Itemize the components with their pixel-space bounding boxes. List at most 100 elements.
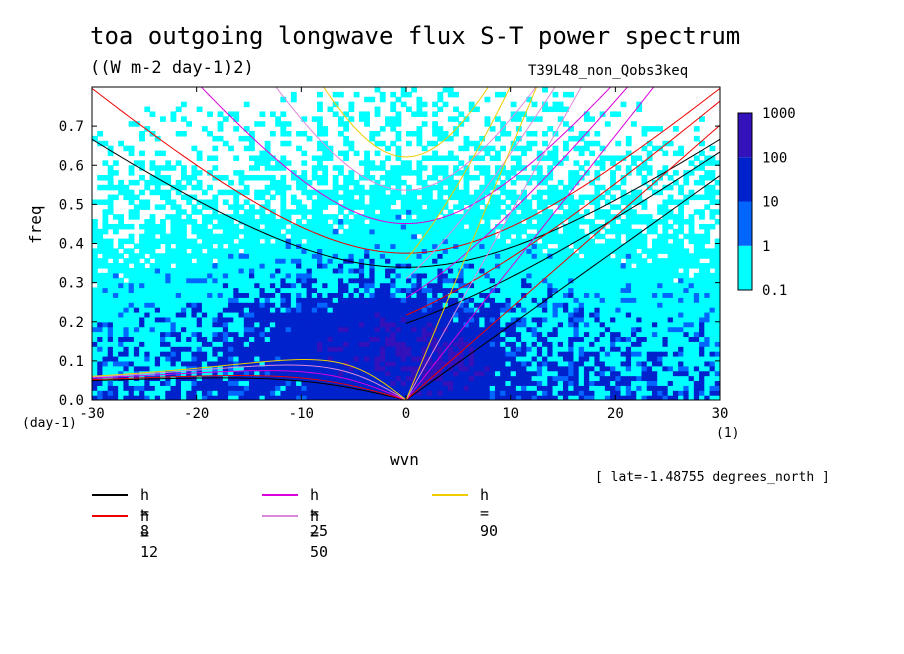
field-cell [547,233,554,240]
field-cell [463,336,470,342]
field-cell [144,238,151,245]
field-cell [249,219,255,225]
field-cell [463,209,470,215]
field-cell [249,380,255,386]
field-cell [343,214,350,220]
field-cell [542,233,548,240]
field-cell [311,307,318,313]
field-cell [589,263,595,269]
field-cell [296,297,302,303]
field-cell [667,355,674,362]
field-cell [521,214,527,220]
field-cell [306,292,313,298]
field-cell [107,223,114,230]
field-cell [228,365,234,372]
field-cell [395,238,402,245]
field-cell [615,243,622,249]
field-cell [646,375,653,382]
field-cell [599,385,606,391]
field-cell [275,272,281,279]
field-cell [149,219,156,225]
field-cell [426,204,433,210]
field-cell [92,297,98,303]
field-cell [557,331,564,338]
field-cell [542,390,548,396]
field-cell [437,380,444,386]
field-cell [667,267,674,274]
field-cell [615,336,622,342]
field-cell [311,365,318,372]
field-cell [531,194,538,201]
field-cell [500,292,507,298]
field-cell [379,321,386,328]
field-cell [400,370,407,377]
field-cell [631,360,637,367]
field-cell [688,370,695,377]
field-cell [217,321,224,328]
field-cell [463,175,470,181]
field-cell [646,307,653,313]
field-cell [615,360,622,367]
field-cell [421,390,428,396]
field-cell [589,179,595,186]
field-cell [625,395,632,400]
field-cell [290,209,297,215]
field-cell [102,238,109,245]
field-cell [667,282,674,289]
field-cell [500,351,507,357]
field-cell [699,321,705,328]
field-cell [416,277,423,284]
field-cell [285,375,292,382]
field-cell [573,346,580,352]
field-cell [144,219,151,225]
field-cell [285,243,292,249]
field-cell [112,184,119,191]
field-cell [395,287,402,294]
field-cell [432,243,438,249]
field-cell [317,355,323,362]
field-cell [139,307,145,313]
field-cell [264,346,271,352]
field-cell [594,360,601,367]
field-cell [699,370,705,377]
field-cell [453,331,459,338]
field-cell [484,390,491,396]
field-cell [322,165,329,171]
field-cell [228,380,234,386]
field-cell [463,263,470,269]
field-cell [353,272,360,279]
field-cell [343,267,350,274]
field-cell [468,390,475,396]
field-cell [447,272,454,279]
field-cell [552,336,559,342]
field-cell [290,395,297,400]
field-cell [636,375,643,382]
field-cell [657,258,664,264]
field-cell [453,267,459,274]
field-cell [672,331,679,338]
field-cell [180,253,187,259]
field-cell [238,228,245,235]
field-cell [479,326,486,333]
field-cell [557,199,564,205]
field-cell [583,209,590,215]
field-cell [191,395,198,400]
field-cell [447,360,454,367]
field-cell [426,385,433,391]
field-cell [390,179,397,186]
field-cell [683,287,690,294]
field-cell [364,380,370,386]
field-cell [578,263,585,269]
field-cell [400,228,407,235]
field-cell [337,253,344,259]
field-cell [636,243,643,249]
field-cell [144,395,151,400]
field-cell [364,223,370,230]
field-cell [489,233,496,240]
field-cell [599,297,606,303]
field-cell [683,395,690,400]
field-cell [515,175,522,181]
field-cell [463,170,470,176]
field-cell [118,297,124,303]
field-cell [704,297,711,303]
